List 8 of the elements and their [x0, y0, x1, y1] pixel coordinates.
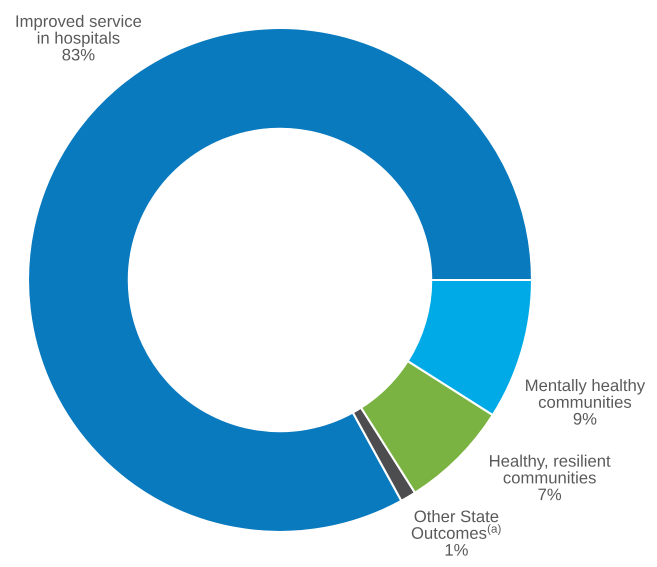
slice-label: Improved service in hospitals: [16, 14, 142, 48]
slice-label: Other State Outcomes$^{(a)}$: [412, 510, 501, 539]
data-label: 9%: [574, 412, 596, 425]
data-label: 83%: [62, 48, 94, 61]
data-label: 7%: [538, 488, 562, 500]
data-label: 1%: [446, 544, 468, 556]
slice-label: Mentally healthy communities: [526, 378, 646, 408]
slice-label: Healthy, resilient communities: [490, 454, 611, 484]
